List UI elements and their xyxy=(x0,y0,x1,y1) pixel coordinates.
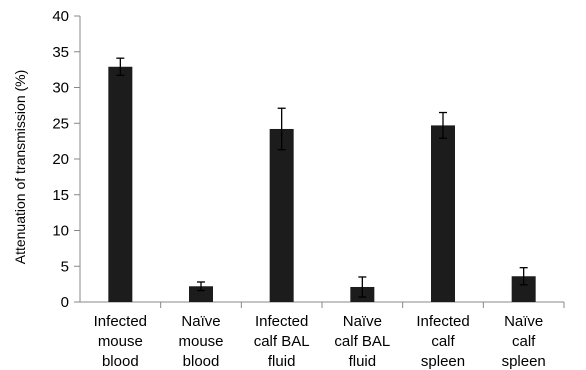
x-tick-label: Infected calf BAL fluid xyxy=(254,313,310,370)
x-tick-label: Infected calf spleen xyxy=(416,313,469,370)
bar xyxy=(108,66,133,302)
y-tick-label: 20 xyxy=(52,151,69,168)
bar xyxy=(269,128,294,302)
x-tick-label-line: spleen xyxy=(502,353,546,370)
x-tick-label-line: calf BAL xyxy=(334,333,390,350)
x-tick-label-line: blood xyxy=(102,353,139,370)
error-bars xyxy=(116,57,528,298)
x-tick-label-line: Naïve xyxy=(504,313,543,330)
x-tick-label-line: Infected xyxy=(255,313,308,330)
y-tick-label: 0 xyxy=(61,294,69,311)
bar xyxy=(511,276,536,302)
x-tick-label-line: Naïve xyxy=(343,313,382,330)
x-tick-label: Naïve mouse blood xyxy=(178,313,223,370)
x-tick-label: Infected mouse blood xyxy=(94,313,147,370)
y-ticks: 0 5 10 15 20 25 30 35 40 xyxy=(52,8,80,311)
y-tick-label: 15 xyxy=(52,187,69,204)
x-tick-label-line: calf xyxy=(512,333,536,350)
y-tick-label: 10 xyxy=(52,223,69,240)
bar xyxy=(431,125,455,303)
x-tick-label-line: mouse xyxy=(178,333,223,350)
y-tick-label: 25 xyxy=(52,115,69,132)
x-tick-label-line: calf BAL xyxy=(254,333,310,350)
x-tick-label-line: Infected xyxy=(416,313,469,330)
bars xyxy=(108,66,536,303)
y-tick-label: 35 xyxy=(52,44,69,61)
y-axis-label: Attenuation of transmission (%) xyxy=(12,70,28,265)
y-tick-label: 40 xyxy=(52,8,69,25)
x-tick-label-line: blood xyxy=(183,353,220,370)
x-tick-label-line: Infected xyxy=(94,313,147,330)
y-tick-label: 30 xyxy=(52,80,69,97)
y-axis-label-group: Attenuation of transmission (%) xyxy=(12,70,28,265)
x-tick-label-line: Naïve xyxy=(181,313,220,330)
x-tick-label: Naïve calf spleen xyxy=(502,313,546,370)
x-tick-label-line: mouse xyxy=(98,333,143,350)
y-tick-label: 5 xyxy=(61,258,69,275)
x-tick-label-line: fluid xyxy=(268,353,296,370)
x-tick-label: Naïve calf BAL fluid xyxy=(334,313,390,370)
x-tick-label-line: spleen xyxy=(421,353,465,370)
x-tick-label-line: fluid xyxy=(349,353,377,370)
axes xyxy=(79,16,564,303)
bar xyxy=(189,286,213,302)
x-tick-label-line: calf xyxy=(431,333,455,350)
